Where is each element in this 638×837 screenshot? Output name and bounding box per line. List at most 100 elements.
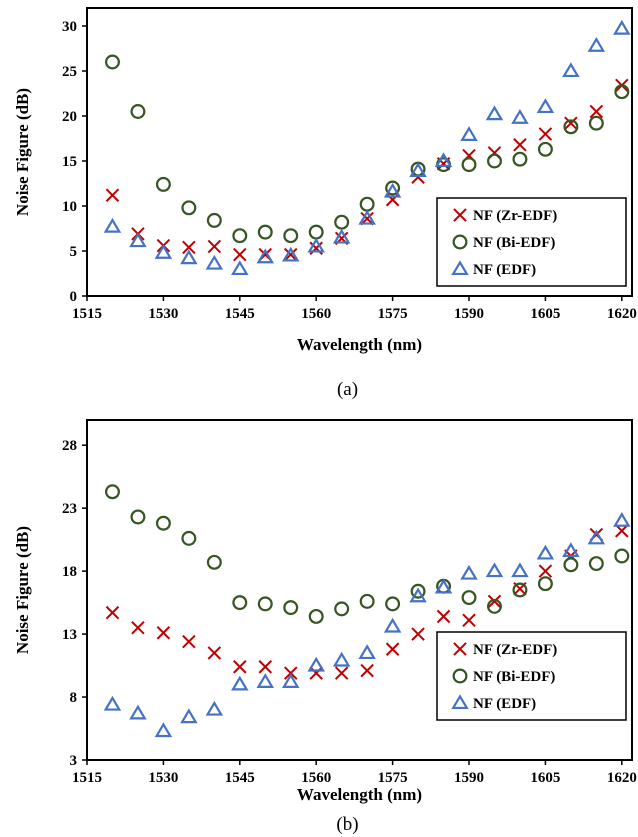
data-point bbox=[436, 609, 451, 624]
x-tick-label: 1575 bbox=[378, 770, 408, 786]
data-point bbox=[231, 675, 249, 691]
data-point bbox=[588, 556, 604, 572]
data-point bbox=[613, 19, 631, 35]
data-point bbox=[257, 596, 273, 612]
data-point bbox=[434, 578, 453, 594]
x-marker-stroke bbox=[283, 247, 298, 262]
y-tick-label: 28 bbox=[62, 438, 77, 454]
x-tick-label: 1575 bbox=[378, 306, 408, 322]
y-tick-label: 25 bbox=[62, 64, 77, 80]
data-point bbox=[180, 249, 198, 265]
x-marker-stroke bbox=[589, 104, 604, 119]
data-point bbox=[130, 509, 146, 525]
data-point bbox=[307, 237, 325, 253]
data-point bbox=[181, 530, 197, 546]
data-point bbox=[385, 642, 400, 656]
data-point bbox=[538, 564, 553, 578]
data-point bbox=[486, 598, 502, 614]
x-marker-stroke bbox=[182, 240, 196, 255]
panel-label: (b) bbox=[336, 814, 358, 835]
y-tick-label: 0 bbox=[70, 289, 78, 305]
data-point bbox=[334, 214, 350, 230]
x-marker-stroke bbox=[513, 138, 527, 152]
x-marker-stroke bbox=[487, 594, 502, 609]
x-tick-label: 1620 bbox=[607, 770, 637, 786]
data-point bbox=[385, 180, 401, 196]
data-point bbox=[182, 240, 196, 255]
data-point bbox=[563, 557, 579, 573]
data-point bbox=[258, 660, 273, 674]
data-point bbox=[281, 246, 300, 262]
data-point bbox=[207, 646, 222, 660]
data-point bbox=[231, 260, 249, 276]
legend-entry: NF (EDF) bbox=[473, 696, 536, 712]
data-point bbox=[129, 704, 147, 720]
data-point bbox=[206, 212, 222, 228]
legend-marker bbox=[453, 208, 467, 222]
series-x bbox=[105, 524, 629, 680]
y-tick-label: 23 bbox=[62, 501, 77, 517]
data-point bbox=[537, 141, 553, 157]
x-tick-label: 1620 bbox=[607, 306, 637, 322]
legend-marker bbox=[452, 234, 468, 250]
data-point bbox=[511, 109, 529, 124]
data-point bbox=[410, 583, 426, 599]
series-x bbox=[105, 78, 629, 262]
x-tick-label: 1515 bbox=[72, 306, 102, 322]
data-point bbox=[358, 209, 376, 225]
data-point bbox=[562, 542, 580, 558]
x-marker-stroke bbox=[436, 609, 451, 624]
legend-entry: NF (EDF) bbox=[473, 262, 536, 278]
x-marker-stroke bbox=[453, 208, 467, 222]
data-point bbox=[233, 660, 247, 674]
y-tick-label: 13 bbox=[62, 627, 77, 643]
chart-panel-a: 1515 1530 1545 1560 1575 1590 1605 1620 0 5 10 15 20… bbox=[13, 7, 637, 400]
data-point bbox=[460, 564, 478, 580]
x-tick-label: 1590 bbox=[454, 306, 484, 322]
data-point bbox=[460, 126, 478, 141]
data-point bbox=[308, 608, 324, 624]
x-marker-stroke bbox=[207, 239, 222, 254]
data-point bbox=[461, 157, 477, 173]
x-tick-label: 1530 bbox=[148, 306, 178, 322]
data-point bbox=[205, 700, 224, 716]
data-point bbox=[511, 562, 529, 578]
x-tick-label: 1590 bbox=[454, 770, 484, 786]
data-point bbox=[233, 247, 247, 262]
x-tick-label: 1560 bbox=[301, 306, 331, 322]
data-point bbox=[283, 600, 299, 616]
y-tick-label: 10 bbox=[62, 199, 77, 215]
data-point bbox=[461, 590, 477, 606]
x-marker-stroke bbox=[309, 666, 323, 680]
x-tick-label: 1605 bbox=[530, 770, 560, 786]
data-point bbox=[409, 587, 427, 603]
legend-marker bbox=[451, 694, 469, 710]
legend: NF (Zr-EDF) NF (Bi-EDF) NF (EDF) bbox=[436, 631, 627, 721]
data-point bbox=[613, 511, 631, 527]
data-point bbox=[103, 695, 122, 711]
legend-entry: NF (Zr-EDF) bbox=[473, 208, 557, 224]
data-point bbox=[334, 601, 350, 617]
data-point bbox=[205, 254, 224, 270]
data-point bbox=[487, 594, 502, 609]
x-marker-stroke bbox=[283, 666, 298, 680]
x-axis-label: Wavelength (nm) bbox=[297, 335, 422, 354]
x-marker-stroke bbox=[334, 666, 349, 680]
data-point bbox=[155, 176, 171, 192]
data-point bbox=[281, 673, 300, 688]
data-point bbox=[103, 217, 122, 233]
y-tick-label: 30 bbox=[62, 19, 77, 35]
y-tick-label: 8 bbox=[70, 690, 78, 706]
data-point bbox=[486, 153, 502, 169]
data-point bbox=[411, 627, 425, 641]
legend-marker bbox=[453, 642, 467, 656]
data-point bbox=[256, 673, 275, 688]
data-point bbox=[156, 626, 171, 640]
x-marker-stroke bbox=[207, 646, 222, 660]
x-marker-stroke bbox=[538, 127, 553, 141]
data-point bbox=[409, 162, 427, 177]
legend-entry: NF (Bi-EDF) bbox=[473, 669, 555, 685]
data-point bbox=[614, 548, 630, 564]
data-point bbox=[614, 84, 630, 100]
